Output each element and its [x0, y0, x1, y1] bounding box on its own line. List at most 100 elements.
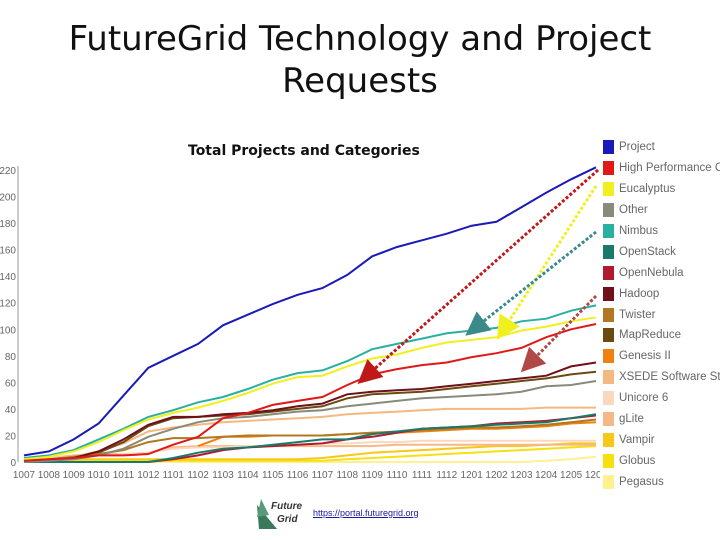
series-line-hadoop — [23, 361, 597, 463]
legend-label: Genesis II — [619, 350, 671, 363]
legend-swatch — [603, 203, 614, 218]
legend-label: Other — [619, 204, 648, 217]
x-tick-label: 1112 — [436, 470, 457, 481]
series-line-project — [23, 166, 597, 457]
y-tick-label: 20 — [5, 431, 17, 442]
futuregrid-logo: Future Grid — [255, 495, 307, 531]
series-line-openstack — [24, 413, 597, 463]
legend-swatch — [603, 453, 614, 468]
legend-label: Globus — [619, 454, 656, 467]
x-tick-label: 1203 — [510, 470, 533, 481]
slide-title: FutureGrid Technology and Project Reques… — [68, 19, 652, 101]
y-tick-label: 140 — [0, 272, 16, 283]
legend-swatch — [603, 412, 614, 427]
x-tick-label: 1202 — [485, 470, 508, 481]
legend-swatch — [603, 244, 614, 259]
footer: Future Grid https://portal.futuregrid.or… — [255, 495, 419, 531]
legend-label: Pegasus — [619, 475, 664, 488]
legend-swatch — [603, 432, 614, 447]
legend-item: MapReduce — [603, 325, 720, 346]
series-line-vampir — [24, 442, 596, 461]
x-tick-label: 1108 — [337, 470, 359, 481]
x-tick-label: 1101 — [162, 470, 184, 481]
legend-swatch — [603, 224, 614, 238]
legend-label: Eucalyptus — [619, 183, 676, 196]
annotation-arrow — [496, 185, 598, 341]
legend-swatch — [603, 286, 614, 301]
legend-item: Vampir — [603, 429, 720, 450]
legend-item: XSEDE Software Stack — [603, 367, 720, 388]
x-tick-label: 1201 — [461, 470, 484, 481]
legend-swatch — [603, 265, 614, 280]
series-line-mapreduce — [23, 370, 597, 463]
y-tick-label: 0 — [10, 458, 16, 469]
series-line-eucalyptus — [23, 316, 597, 461]
legend-label: Vampir — [619, 433, 655, 446]
series-line-high-performance-comp — [23, 323, 597, 462]
y-tick-label: 200 — [0, 193, 16, 204]
y-tick-label: 40 — [5, 405, 17, 416]
x-tick-label: 1107 — [312, 470, 334, 481]
legend-label: OpenNebula — [619, 266, 684, 279]
legend-label: Unicore 6 — [619, 392, 669, 405]
legend-swatch — [603, 370, 614, 385]
x-tick-label: 1008 — [38, 470, 61, 481]
legend-label: Nimbus — [619, 225, 658, 237]
legend-swatch — [603, 140, 614, 155]
legend-item: Unicore 6 — [603, 388, 720, 409]
y-tick-label: 120 — [0, 299, 16, 310]
y-tick-label: 160 — [0, 246, 16, 257]
x-tick-label: 1105 — [262, 470, 284, 481]
x-tick-label: 1011 — [113, 470, 135, 481]
legend-item: OpenNebula — [603, 262, 720, 283]
legend-swatch — [603, 182, 614, 197]
legend-swatch — [603, 391, 614, 406]
legend-item: Eucalyptus — [603, 179, 720, 200]
x-tick-label: 1110 — [387, 470, 408, 481]
series-line-other — [23, 380, 597, 463]
annotation-arrow — [357, 168, 599, 384]
legend-item: Twister — [603, 304, 720, 325]
legend-label: OpenStack — [619, 245, 676, 258]
x-tick-label: 1111 — [412, 470, 432, 481]
legend-item: Project — [603, 137, 720, 158]
annotation-arrow — [520, 294, 598, 373]
series-line-globus — [24, 445, 597, 462]
legend-label: MapReduce — [619, 329, 682, 342]
legend-label: XSEDE Software Stack — [619, 371, 720, 384]
legend-item: Pegasus — [603, 471, 720, 492]
x-tick-label: 1206 — [585, 470, 600, 481]
svg-text:Grid: Grid — [277, 514, 298, 525]
x-tick-label: 1103 — [212, 470, 234, 481]
legend-item: Globus — [603, 450, 720, 471]
legend-label: Hadoop — [619, 287, 660, 300]
x-tick-label: 1104 — [237, 470, 259, 481]
legend-label: Project — [619, 141, 655, 154]
annotation-arrow — [465, 230, 597, 336]
x-tick-label: 1007 — [13, 470, 36, 481]
legend-swatch — [603, 349, 614, 364]
chart-title: Total Projects and Categories — [188, 143, 420, 159]
x-tick-label: 1009 — [63, 470, 86, 481]
y-tick-label: 60 — [5, 378, 17, 389]
legend-item: Hadoop — [603, 283, 720, 304]
legend-swatch — [603, 161, 614, 176]
y-tick-label: 80 — [5, 352, 17, 363]
x-tick-label: 1205 — [560, 470, 583, 481]
y-tick-label: 180 — [0, 219, 16, 230]
legend-swatch — [603, 474, 614, 489]
legend-swatch — [603, 307, 614, 322]
legend-item: Nimbus — [603, 221, 720, 242]
legend-swatch — [603, 328, 614, 343]
legend-item: OpenStack — [603, 241, 720, 262]
legend-item: Other — [603, 200, 720, 221]
legend-label: Twister — [619, 308, 656, 321]
legend-label: High Performance Comp — [619, 162, 720, 175]
x-tick-label: 1106 — [287, 470, 309, 481]
portal-link[interactable]: https://portal.futuregrid.org — [313, 508, 419, 518]
legend-item: High Performance Comp — [603, 158, 720, 179]
x-tick-label: 1109 — [361, 470, 383, 481]
x-tick-label: 1204 — [535, 470, 558, 481]
y-tick-label: 220 — [0, 166, 16, 177]
